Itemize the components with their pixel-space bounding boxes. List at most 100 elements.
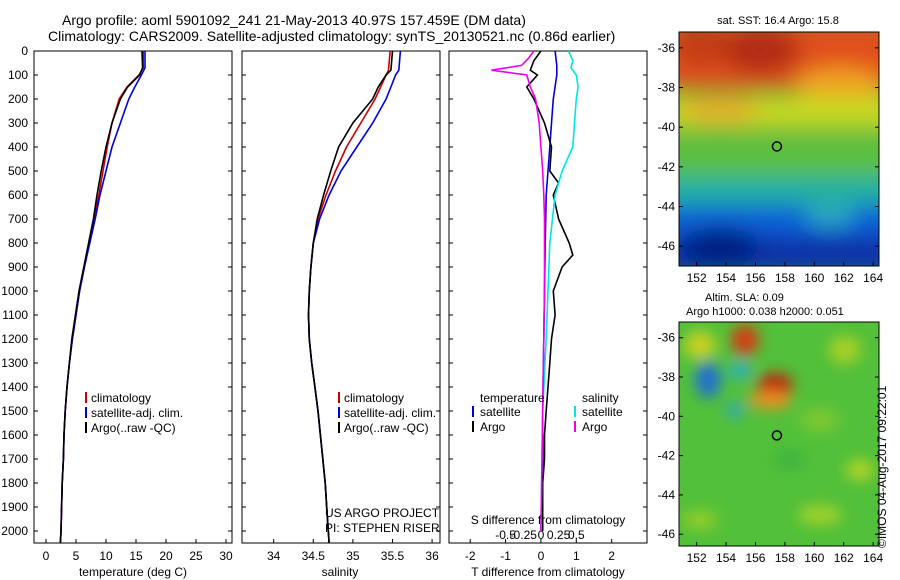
legend-swatch-temp-satellite [472, 406, 474, 417]
lon-tick-label: 154 [716, 551, 736, 565]
legend-climatology: climatology [91, 391, 151, 405]
x-tick-label: 0 [43, 549, 50, 563]
lat-tick-label: -44 [658, 488, 676, 502]
imos-stamp: ©IMOS 04-Aug-2017 09:22:01 [875, 385, 889, 548]
legend-swatch-argo [338, 422, 340, 433]
lon-tick-label: 156 [745, 551, 765, 565]
x-tick-label: 36 [425, 549, 439, 563]
legend-temp-argo: Argo [480, 420, 506, 434]
series-line-satellite-adj-clim- [59, 51, 146, 544]
temperature-profiles [59, 50, 146, 544]
legend-argo: Argo(..raw -QC) [91, 421, 176, 435]
legend-sal-argo: Argo [582, 420, 608, 434]
temperature-x-ticks: 0 5 10 15 20 25 30 [43, 539, 233, 563]
temperature-axis-label: temperature (deg C) [79, 565, 187, 579]
salinity-profiles [307, 50, 402, 544]
legend-swatch-climatology [85, 392, 87, 403]
difference-legend: temperature salinity satellite Argo sate… [472, 391, 623, 434]
depth-tick-label: 1500 [1, 404, 28, 418]
lon-tick-label: 158 [775, 551, 795, 565]
depth-tick-label: 600 [8, 188, 28, 202]
legend-temperature-heading: temperature [480, 391, 545, 405]
sla-map-title-2: Argo h1000: 0.038 h2000: 0.051 [686, 306, 844, 318]
legend-swatch-climatology [338, 392, 340, 403]
depth-tick-label: 900 [8, 260, 28, 274]
difference-panel [448, 50, 648, 544]
sst-lon-ticks: 152 154 156 158 160 162 164 [687, 262, 883, 285]
depth-tick-label: 1700 [1, 452, 28, 466]
series-line-temperature-argo [525, 50, 574, 531]
lat-tick-label: -40 [658, 120, 676, 134]
x-tick-label: 25 [189, 549, 203, 563]
salinity-legend: climatology satellite-adj. clim. Argo(..… [338, 391, 436, 435]
legend-swatch-satellite [338, 407, 340, 418]
lat-tick-label: -44 [658, 200, 676, 214]
lon-tick-label: 164 [863, 271, 883, 285]
sla-profile-marker [771, 430, 783, 441]
legend-swatch-sal-argo [574, 421, 576, 432]
x-tick-label: 34.5 [302, 549, 326, 563]
depth-tick-label: 1900 [1, 500, 28, 514]
s-diff-tick-label: -0.5 [495, 528, 516, 542]
sla-lat-ticks: -36 -38 -40 -42 -44 -46 [658, 331, 879, 541]
salinity-axis-label: salinity [322, 565, 359, 579]
lon-tick-label: 160 [804, 551, 824, 565]
lon-tick-label: 164 [863, 551, 883, 565]
sla-field [679, 322, 879, 546]
depth-tick-label: 100 [8, 68, 28, 82]
series-line-salinity-argo [491, 50, 546, 532]
series-line-climatology [59, 51, 144, 544]
lon-tick-label: 162 [834, 271, 854, 285]
depth-tick-label: 1200 [1, 332, 28, 346]
depth-tick-label: 1800 [1, 476, 28, 490]
legend-salinity-heading: salinity [582, 391, 619, 405]
x-tick-label: 5 [73, 549, 80, 563]
legend-satellite: satellite-adj. clim. [344, 406, 436, 420]
sst-lat-ticks: -36 -38 -40 -42 -44 -46 [658, 41, 879, 253]
difference-x-ticks: -2 -1 0 1 2 [465, 539, 615, 563]
lat-tick-label: -36 [658, 41, 676, 55]
title-line-1: Argo profile: aoml 5901092_241 21-May-20… [62, 12, 526, 28]
lon-tick-label: 160 [804, 271, 824, 285]
lon-tick-label: 156 [745, 271, 765, 285]
x-tick-label: 35.5 [381, 549, 405, 563]
s-diff-tick-label: -0.25 [510, 528, 538, 542]
depth-tick-label: 700 [8, 212, 28, 226]
depth-tick-label: 2000 [1, 524, 28, 538]
project-line-2: PI: STEPHEN RISER [325, 521, 440, 535]
lat-tick-label: -46 [658, 239, 676, 253]
salinity-diff-x-ticks: -0.5-0.25 0 0.250.5 [495, 528, 585, 542]
legend-temp-satellite: satellite [480, 405, 521, 419]
salinity-panel [241, 50, 441, 544]
lat-tick-label: -38 [658, 81, 676, 95]
x-tick-label: 34 [267, 549, 281, 563]
depth-tick-label: 800 [8, 236, 28, 250]
x-tick-label: 30 [219, 549, 233, 563]
series-line-satellite-adj-clim- [307, 50, 402, 544]
legend-swatch-satellite [85, 407, 87, 418]
depth-tick-label: 1400 [1, 380, 28, 394]
depth-tick-label: 0 [21, 44, 28, 58]
depth-tick-label: 500 [8, 164, 28, 178]
x-tick-label: 1 [573, 549, 580, 563]
lon-tick-label: 152 [687, 271, 707, 285]
sla-lon-ticks: 152 154 156 158 160 162 164 [687, 542, 883, 565]
x-tick-label: 35 [346, 549, 360, 563]
sst-profile-marker [771, 141, 783, 152]
depth-tick-label: 1100 [2, 308, 28, 322]
sla-map-frame [678, 321, 880, 547]
x-tick-label: 15 [129, 549, 143, 563]
series-line-argo-raw-qc- [59, 50, 144, 544]
x-tick-label: 20 [159, 549, 173, 563]
depth-tick-label: 300 [8, 116, 28, 130]
legend-swatch-argo [85, 422, 87, 433]
depth-tick-label: 1300 [1, 356, 28, 370]
depth-tick-label: 400 [8, 140, 28, 154]
legend-swatch-sal-satellite [574, 406, 576, 417]
temperature-panel [33, 50, 233, 544]
lat-tick-label: -38 [658, 370, 676, 384]
s-diff-tick-label: 0.5 [568, 528, 585, 542]
legend-swatch-temp-argo [472, 421, 474, 432]
lon-tick-label: 154 [716, 271, 736, 285]
legend-satellite: satellite-adj. clim. [91, 406, 183, 420]
